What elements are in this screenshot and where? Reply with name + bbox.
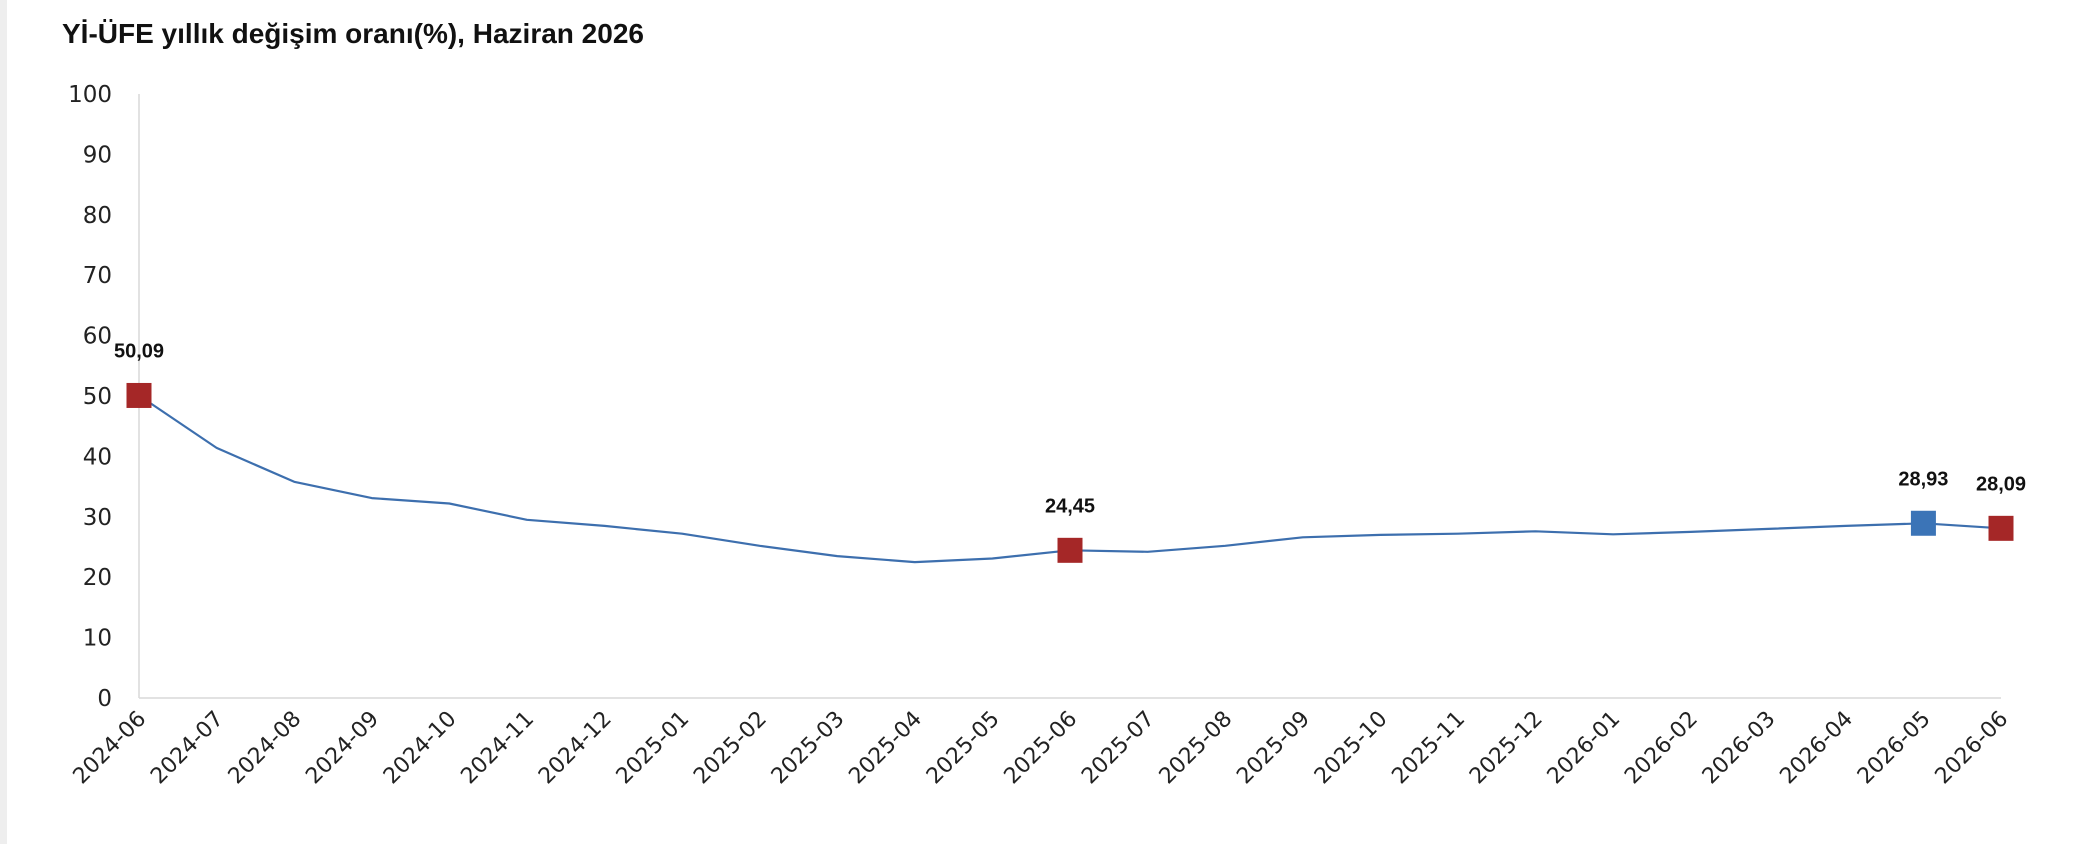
data-label-layer: 50,09 24,45 28,93 28,09 xyxy=(114,340,2026,517)
data-label: 28,93 xyxy=(1898,468,1948,490)
x-tick-label: 2025-06 xyxy=(1000,707,1083,790)
data-label: 24,45 xyxy=(1045,495,1095,517)
x-tick-label: 2025-01 xyxy=(612,707,695,790)
y-tick-label: 90 xyxy=(83,142,112,168)
x-tick-label: 2024-06 xyxy=(69,707,152,790)
x-tick-label: 2024-09 xyxy=(301,707,384,790)
x-tick-label: 2025-04 xyxy=(844,707,927,790)
y-tick-label: 30 xyxy=(83,505,112,531)
x-tick-label: 2025-07 xyxy=(1077,707,1160,790)
x-tick-label: 2025-12 xyxy=(1465,707,1548,790)
data-label: 28,09 xyxy=(1976,473,2026,495)
highlight-marker xyxy=(1910,510,1936,536)
x-tick-label: 2025-08 xyxy=(1155,707,1238,790)
x-tick-label: 2025-11 xyxy=(1387,707,1470,790)
y-tick-label: 40 xyxy=(83,444,112,470)
x-tick-label: 2026-01 xyxy=(1543,707,1626,790)
x-tick-label: 2025-03 xyxy=(767,707,850,790)
x-tick-label: 2026-02 xyxy=(1620,707,1703,790)
marker-layer xyxy=(126,382,2014,563)
x-tick-label: 2025-02 xyxy=(689,707,772,790)
x-tick-label: 2024-11 xyxy=(456,707,539,790)
y-tick-label: 10 xyxy=(83,626,112,652)
y-tick-label: 100 xyxy=(68,82,112,108)
x-tick-label: 2026-06 xyxy=(1931,707,2014,790)
x-axis: 2024-062024-072024-082024-092024-102024-… xyxy=(69,697,2014,790)
chart-title: Yİ-ÜFE yıllık değişim oranı(%), Haziran … xyxy=(62,18,644,49)
highlight-marker xyxy=(126,382,152,408)
x-tick-label: 2024-07 xyxy=(146,707,229,790)
x-tick-label: 2025-10 xyxy=(1310,707,1393,790)
y-tick-label: 20 xyxy=(83,565,112,591)
highlight-marker xyxy=(1988,515,2014,541)
series-layer xyxy=(138,394,2002,564)
x-tick-label: 2026-04 xyxy=(1775,707,1858,790)
x-tick-label: 2026-03 xyxy=(1698,707,1781,790)
y-tick-label: 0 xyxy=(97,686,112,712)
data-label: 50,09 xyxy=(114,340,164,362)
series-line xyxy=(138,394,2002,564)
y-tick-label: 70 xyxy=(83,263,112,289)
x-tick-label: 2024-10 xyxy=(379,707,462,790)
x-tick-label: 2025-09 xyxy=(1232,707,1315,790)
y-axis: 0 10 20 30 40 50 60 70 80 90 100 xyxy=(68,82,140,712)
highlight-marker xyxy=(1057,537,1083,563)
y-tick-label: 60 xyxy=(83,324,112,350)
x-tick-label: 2026-05 xyxy=(1853,707,1936,790)
x-tick-label: 2024-08 xyxy=(224,707,307,790)
left-border-strip xyxy=(0,0,7,844)
x-tick-label: 2024-12 xyxy=(534,707,617,790)
y-tick-label: 50 xyxy=(83,384,112,410)
x-tick-label: 2025-05 xyxy=(922,707,1005,790)
y-tick-label: 80 xyxy=(83,203,112,229)
